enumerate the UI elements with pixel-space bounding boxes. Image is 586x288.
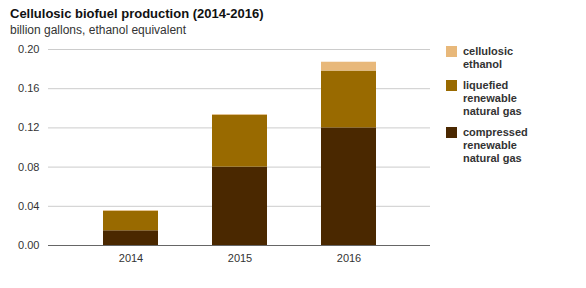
- svg-text:0.00: 0.00: [18, 239, 39, 251]
- html-text:cellulosic ethanol: cellulosic ethanol: [463, 45, 514, 70]
- svg-text:2014: 2014: [119, 252, 143, 264]
- html-text:liquefied renewable natural ga: liquefied renewable natural gas: [463, 79, 522, 117]
- html-text:billion gallons, ethanol equiv: billion gallons, ethanol equivalent: [10, 23, 187, 37]
- svg-text:2015: 2015: [228, 252, 252, 264]
- svg-text:0.08: 0.08: [18, 161, 39, 173]
- svg-text:0.16: 0.16: [18, 82, 39, 94]
- svg-text:0.12: 0.12: [18, 121, 39, 133]
- html-text:compressed renewable natural g: compressed renewable natural gas: [463, 126, 528, 164]
- svg-text:0.04: 0.04: [18, 200, 39, 212]
- svg-text:2016: 2016: [337, 252, 361, 264]
- svg-text:0.20: 0.20: [18, 43, 39, 55]
- html-text:Cellulosic biofuel production: Cellulosic biofuel production (2014-2016…: [10, 6, 264, 21]
